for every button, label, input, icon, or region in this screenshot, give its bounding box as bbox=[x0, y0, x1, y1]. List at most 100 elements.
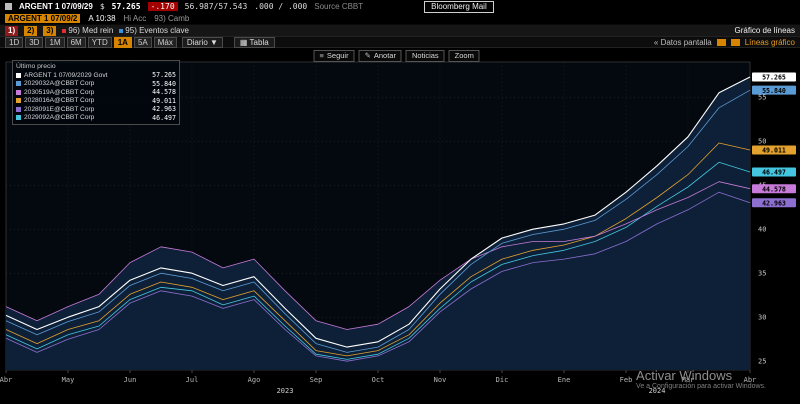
y-tick-30: 30 bbox=[758, 314, 766, 322]
x-label-sep-5: Sep bbox=[310, 376, 323, 384]
follow-button[interactable]: ≡ Seguir bbox=[313, 50, 355, 62]
zoom-button[interactable]: Zoom bbox=[448, 50, 480, 62]
y-tick-35: 35 bbox=[758, 270, 766, 278]
med-rein-label: 96) Med rein bbox=[68, 26, 114, 35]
legend-value: 49.011 bbox=[152, 96, 176, 105]
legend-label: 2029032A@CBBT Corp bbox=[24, 80, 95, 88]
annotate-button[interactable]: ✎ Anotar bbox=[358, 50, 402, 62]
annotate-label: Anotar bbox=[373, 51, 396, 60]
legend-item-corp-2029-blue[interactable]: 2029032A@CBBT Corp 55.840 bbox=[16, 80, 176, 89]
svg-text:55.840: 55.840 bbox=[762, 87, 786, 95]
period-button-1d[interactable]: 1D bbox=[5, 36, 24, 48]
x-label-ago-4: Ago bbox=[248, 376, 261, 384]
blue-dot-icon bbox=[119, 28, 124, 33]
last-price: 57.265 bbox=[111, 2, 141, 11]
period-button-5a[interactable]: 5A bbox=[133, 36, 152, 48]
svg-text:57.265: 57.265 bbox=[762, 74, 786, 82]
svg-text:46.497: 46.497 bbox=[762, 169, 786, 177]
chart-toolbar: 1D 3D 1M 6M YTD 1A 5A Máx Diario ▼ ▦ Tabla « Da… bbox=[0, 36, 800, 48]
activate-windows-watermark: Activar Windows Ve a Configuración para … bbox=[636, 368, 766, 390]
screen-data-button[interactable]: « Datos pantalla bbox=[653, 37, 712, 47]
news-label: Noticias bbox=[411, 51, 439, 60]
price-currency: $ bbox=[99, 2, 105, 11]
period-button-1a[interactable]: 1A bbox=[113, 36, 132, 48]
annotate-icon: ✎ bbox=[364, 51, 371, 60]
yield-pair: .000 / .000 bbox=[254, 2, 308, 11]
legend-label: 2028016A@CBBT Corp bbox=[24, 97, 95, 105]
legend-swatch-icon bbox=[16, 98, 21, 104]
menu-tag-1[interactable]: 1) bbox=[5, 25, 19, 36]
price-badge-argent-2029-govt: 57.265 bbox=[752, 72, 796, 82]
watermark-line1: Activar Windows bbox=[636, 368, 733, 383]
menu-tag-2[interactable]: 2) bbox=[24, 25, 38, 36]
x-label-jul-3: Jul bbox=[186, 376, 199, 384]
legend-item-corp-2030-magenta[interactable]: 2030519A@CBBT Corp 44.578 bbox=[16, 88, 176, 97]
legend-swatch-icon bbox=[16, 106, 21, 112]
legend-label: ARGENT 1 07/09/2029 Govt bbox=[24, 71, 108, 79]
annotation-chip-2[interactable] bbox=[730, 38, 740, 46]
menu-tag-3[interactable]: 3) bbox=[43, 25, 57, 36]
price-badge-corp-2028-purple: 42.963 bbox=[752, 198, 796, 207]
period-button-máx[interactable]: Máx bbox=[153, 36, 177, 48]
legend-item-corp-2028-amber[interactable]: 2028016A@CBBT Corp 49.011 bbox=[16, 97, 176, 106]
x-label-abr-0: Abr bbox=[0, 376, 12, 384]
app-icon bbox=[5, 3, 12, 10]
x-year-2023: 2023 bbox=[277, 387, 294, 395]
x-label-abr-12: Abr bbox=[744, 376, 757, 384]
legend-value: 44.578 bbox=[152, 88, 176, 97]
watermark-line2: Ve a Configuración para activar Windows. bbox=[636, 383, 766, 390]
security-tag[interactable]: ARGENT 1 07/09/2 bbox=[5, 14, 81, 23]
bloomberg-mail-button[interactable]: Bloomberg Mail bbox=[424, 0, 494, 13]
legend-swatch-icon bbox=[16, 115, 21, 121]
legend-swatch-icon bbox=[16, 81, 21, 87]
legend-label: 2030519A@CBBT Corp bbox=[24, 88, 95, 96]
menu-item-med-rein[interactable]: 96) Med rein bbox=[62, 26, 113, 35]
period-button-ytd[interactable]: YTD bbox=[87, 36, 112, 48]
legend-label: 2029092A@CBBT Corp bbox=[24, 114, 95, 122]
chart-lines-button[interactable]: Líneas gráfico bbox=[744, 37, 795, 47]
y-tick-25: 25 bbox=[758, 358, 766, 366]
x-label-dic-8: Dic bbox=[496, 376, 509, 384]
time-label: A 10:38 bbox=[88, 14, 116, 23]
x-label-feb-10: Feb bbox=[620, 376, 633, 384]
zoom-label: Zoom bbox=[454, 51, 474, 60]
series-line-argent-2029-govt bbox=[5, 76, 751, 348]
status-bar: ARGENT 1 07/09/2 A 10:38 Hi Acc 93) Camb bbox=[0, 13, 800, 24]
price-badge-corp-2030-magenta: 44.578 bbox=[752, 184, 796, 193]
price-badge-corp-2029-cyan: 46.497 bbox=[752, 167, 796, 177]
red-dot-icon bbox=[62, 28, 67, 33]
menu-bar: 1) 2) 3) 96) Med rein 95) Eventos clave … bbox=[0, 24, 800, 36]
table-button[interactable]: ▦ Tabla bbox=[233, 36, 275, 48]
camb-label[interactable]: 93) Camb bbox=[154, 14, 190, 23]
legend-value: 46.497 bbox=[152, 113, 176, 122]
price-chart[interactable]: 25303540455055AbrMayJunJulAgoSepOctNovDi… bbox=[0, 48, 800, 404]
y-tick-50: 50 bbox=[758, 138, 766, 146]
x-label-ene-9: Ene bbox=[558, 376, 571, 384]
legend-swatch-icon bbox=[16, 89, 21, 95]
annotation-chip-1[interactable] bbox=[716, 38, 726, 46]
x-label-jun-2: Jun bbox=[124, 376, 137, 384]
legend-label: 2028091E@CBBT Corp bbox=[24, 105, 95, 113]
frequency-dropdown[interactable]: Diario ▼ bbox=[181, 36, 223, 48]
period-button-1m[interactable]: 1M bbox=[45, 36, 65, 48]
legend-value: 57.265 bbox=[152, 71, 176, 80]
svg-text:44.578: 44.578 bbox=[762, 185, 786, 193]
y-tick-40: 40 bbox=[758, 226, 766, 234]
menu-item-eventos-clave[interactable]: 95) Eventos clave bbox=[119, 26, 189, 35]
follow-icon: ≡ bbox=[319, 51, 324, 60]
legend-item-argent-2029-govt[interactable]: ARGENT 1 07/09/2029 Govt 57.265 bbox=[16, 71, 176, 80]
news-button[interactable]: Noticias bbox=[405, 50, 445, 62]
price-source: Source CBBT bbox=[314, 2, 364, 11]
price-badge-corp-2028-amber: 49.011 bbox=[752, 145, 796, 155]
legend-item-corp-2029-cyan[interactable]: 2029092A@CBBT Corp 46.497 bbox=[16, 114, 176, 123]
legend-value: 42.963 bbox=[152, 105, 176, 114]
hi-acc-label: Hi Acc bbox=[123, 14, 147, 23]
period-buttons: 1D 3D 1M 6M YTD 1A 5A Máx bbox=[5, 36, 177, 48]
legend-item-corp-2028-purple[interactable]: 2028091E@CBBT Corp 42.963 bbox=[16, 105, 176, 114]
x-label-nov-7: Nov bbox=[434, 376, 447, 384]
legend-items: ARGENT 1 07/09/2029 Govt 57.265 2029032A@C… bbox=[16, 71, 176, 122]
series-line-corp-2029-cyan bbox=[5, 161, 751, 360]
period-button-3d[interactable]: 3D bbox=[25, 36, 44, 48]
period-button-6m[interactable]: 6M bbox=[66, 36, 86, 48]
